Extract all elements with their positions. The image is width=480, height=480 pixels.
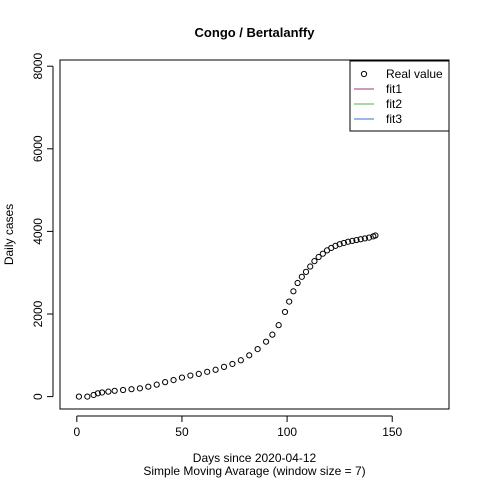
plot-area — [59, 59, 450, 410]
data-point — [246, 352, 253, 359]
x-tick-label: 50 — [175, 425, 189, 439]
legend-label: Real value — [386, 67, 443, 81]
data-point — [98, 389, 106, 396]
data-point — [187, 372, 194, 379]
x-tick-label: 150 — [382, 425, 402, 439]
data-point — [170, 376, 177, 384]
data-point — [361, 235, 368, 242]
data-point — [290, 288, 297, 295]
y-tick-label: 6000 — [31, 135, 45, 162]
data-point — [94, 390, 101, 397]
x-axis-sublabel: Simple Moving Avarage (window size = 7) — [143, 464, 365, 478]
data-point — [365, 234, 373, 241]
data-point — [162, 379, 169, 386]
x-axis-label: Days since 2020-04-12 — [193, 451, 317, 465]
data-point — [178, 374, 186, 381]
chart-title: Congo / Bertalanffy — [195, 25, 316, 40]
data-point — [372, 232, 379, 239]
data-point — [319, 250, 326, 257]
data-point — [128, 386, 135, 393]
data-point — [212, 366, 219, 373]
legend-label: fit3 — [386, 112, 402, 126]
legend-label: fit2 — [386, 97, 402, 111]
data-points — [75, 232, 379, 400]
data-point — [340, 239, 347, 247]
data-point — [262, 338, 270, 345]
legend-label: fit1 — [386, 82, 402, 96]
y-axis-label: Daily cases — [2, 204, 16, 265]
data-point — [111, 387, 118, 394]
data-point — [153, 381, 160, 388]
data-point — [281, 308, 289, 316]
y-tick-label: 2000 — [31, 300, 45, 327]
data-point — [75, 393, 83, 400]
data-point — [353, 236, 360, 244]
x-tick-label: 100 — [277, 425, 297, 439]
data-point — [286, 298, 293, 305]
data-point — [315, 253, 322, 261]
data-point — [307, 263, 314, 270]
data-point — [229, 360, 236, 368]
x-tick-label: 0 — [73, 425, 80, 439]
data-point — [349, 237, 356, 245]
x-axis: 0 50 100 150 — [73, 415, 403, 439]
data-point — [294, 279, 301, 287]
legend-point-marker — [360, 70, 368, 78]
data-point — [220, 363, 228, 370]
data-point — [195, 370, 202, 377]
y-tick-label: 4000 — [31, 218, 45, 245]
data-point — [269, 331, 276, 338]
data-point — [204, 368, 211, 375]
data-point — [344, 238, 352, 245]
data-point — [302, 268, 310, 275]
y-tick-label: 0 — [31, 393, 45, 400]
data-point — [357, 236, 364, 243]
data-point — [254, 346, 261, 353]
y-tick-label: 8000 — [31, 53, 45, 80]
data-point — [336, 241, 343, 248]
data-point — [298, 273, 305, 280]
data-point — [119, 386, 127, 394]
data-point — [105, 388, 112, 395]
data-point — [275, 322, 282, 329]
y-axis: 0 2000 4000 6000 8000 — [31, 53, 54, 400]
data-point — [136, 385, 144, 392]
data-point — [237, 357, 244, 364]
data-point — [311, 258, 318, 265]
data-point — [145, 383, 152, 390]
data-point — [84, 393, 91, 400]
